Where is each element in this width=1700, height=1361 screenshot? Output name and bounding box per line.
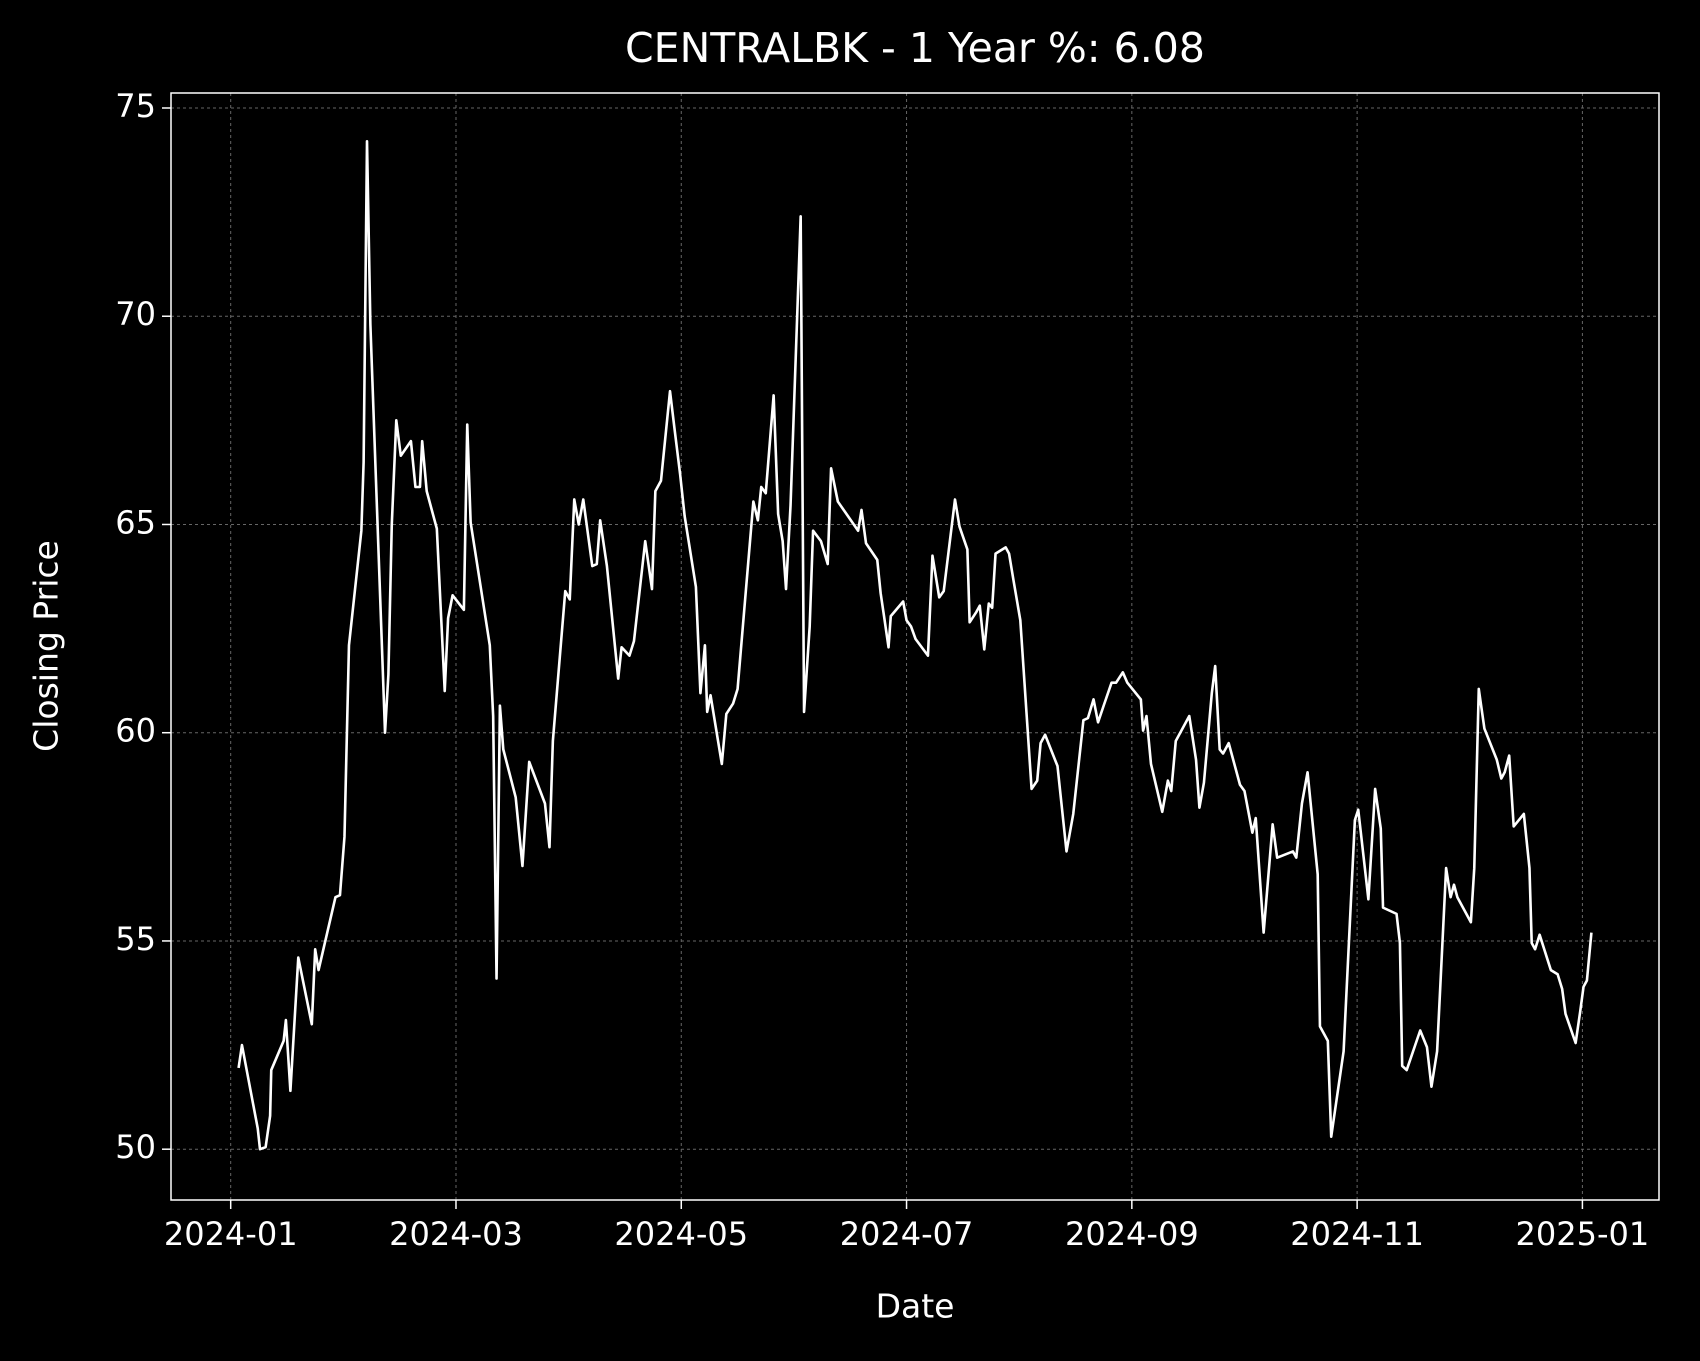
y-tick-label: 60 <box>115 712 156 750</box>
chart-title: CENTRALBK - 1 Year %: 6.08 <box>625 24 1205 72</box>
x-tick-label: 2024-05 <box>614 1215 748 1253</box>
y-tick-label: 50 <box>115 1128 156 1166</box>
x-tick-label: 2024-11 <box>1290 1215 1424 1253</box>
x-tick-label: 2024-07 <box>840 1215 974 1253</box>
plot-frame <box>170 92 1660 1201</box>
y-tick-label: 70 <box>115 295 156 333</box>
x-axis-label: Date <box>876 1287 955 1326</box>
y-axis-label: Closing Price <box>27 540 66 752</box>
y-tick-label: 75 <box>115 87 156 125</box>
x-tick-label: 2024-01 <box>164 1215 298 1253</box>
x-tick-label: 2024-09 <box>1065 1215 1199 1253</box>
price-line <box>237 140 1593 1151</box>
x-tick-label: 2025-01 <box>1516 1215 1650 1253</box>
y-tick-label: 65 <box>115 503 156 541</box>
y-tick-label: 55 <box>115 920 156 958</box>
x-tick-label: 2024-03 <box>389 1215 523 1253</box>
